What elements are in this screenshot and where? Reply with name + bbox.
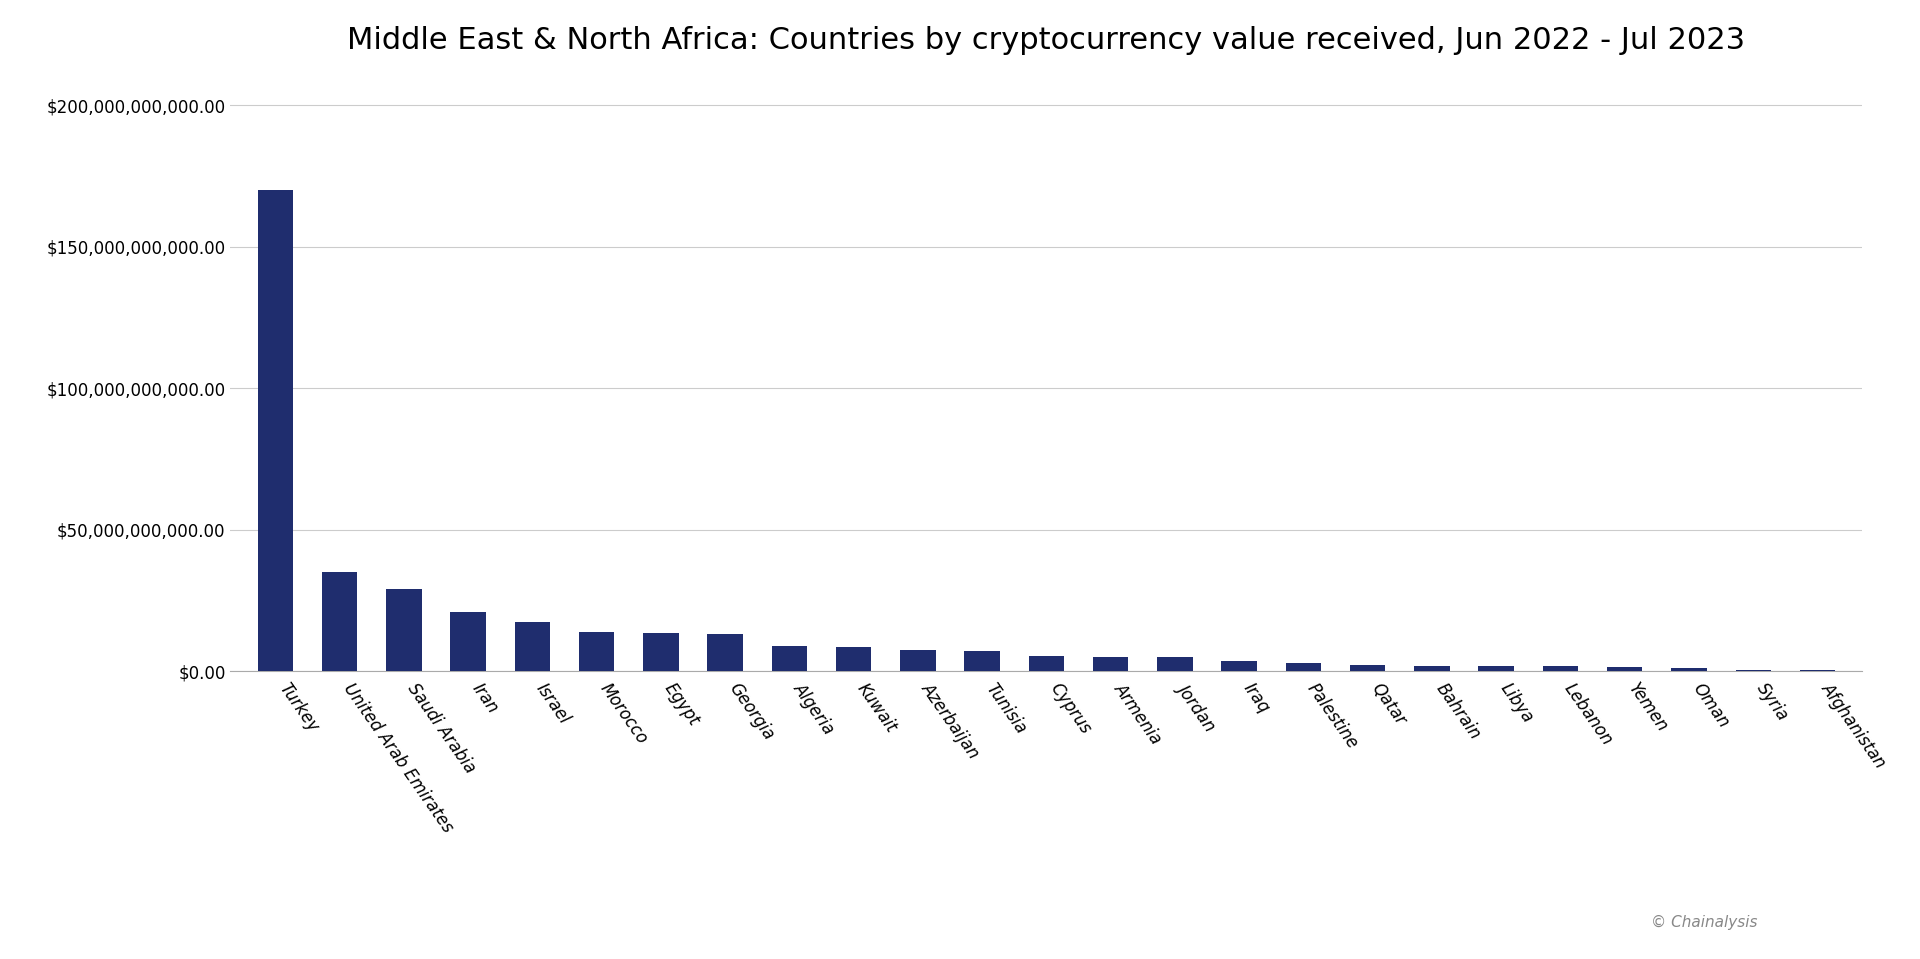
- Bar: [1670, 667, 1707, 671]
- Title: Middle East & North Africa: Countries by cryptocurrency value received, Jun 2022: Middle East & North Africa: Countries by…: [348, 26, 1745, 55]
- Bar: [835, 647, 872, 671]
- Bar: [257, 190, 294, 671]
- Bar: [580, 632, 614, 671]
- Bar: [1350, 666, 1386, 671]
- Bar: [451, 612, 486, 671]
- Bar: [323, 573, 357, 671]
- Bar: [1544, 667, 1578, 671]
- Bar: [1415, 666, 1450, 671]
- Bar: [900, 650, 935, 671]
- Bar: [1221, 662, 1258, 671]
- Bar: [772, 645, 806, 671]
- Bar: [1478, 667, 1513, 671]
- Text: © Chainalysis: © Chainalysis: [1651, 915, 1757, 930]
- Bar: [1092, 657, 1129, 671]
- Bar: [1158, 657, 1192, 671]
- Bar: [964, 651, 1000, 671]
- Bar: [1607, 667, 1642, 671]
- Bar: [643, 633, 678, 671]
- Bar: [1029, 656, 1064, 671]
- Bar: [707, 635, 743, 671]
- Bar: [1286, 663, 1321, 671]
- Bar: [1736, 670, 1770, 671]
- Bar: [386, 589, 422, 671]
- Bar: [515, 621, 549, 671]
